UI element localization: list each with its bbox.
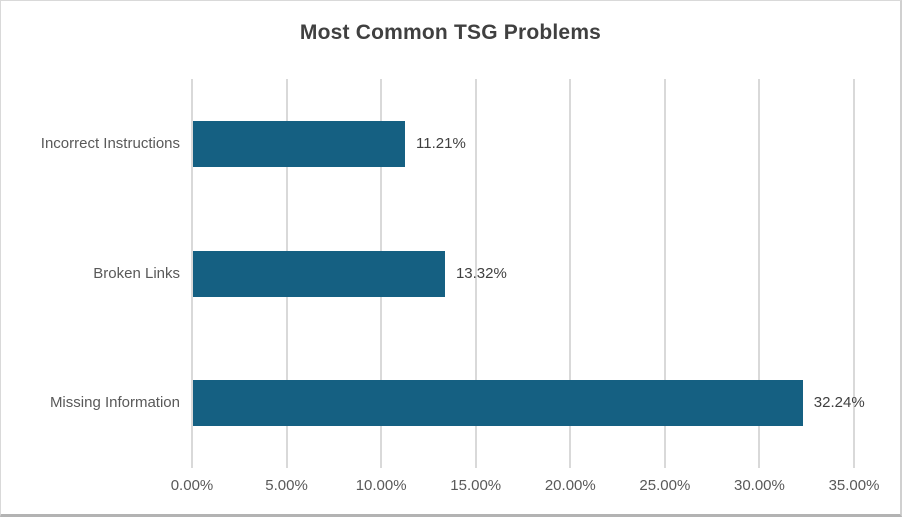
bar-broken-links <box>193 250 445 297</box>
x-axis-tick-label: 30.00% <box>733 477 785 494</box>
category-label-missing-information: Missing Information <box>49 394 180 412</box>
x-axis-tick-label: 25.00% <box>639 477 691 494</box>
x-axis-tick-label: 15.00% <box>450 477 502 494</box>
value-label-broken-links: 13.32% <box>455 264 507 282</box>
gridline <box>569 79 572 468</box>
chart-title: Most Common TSG Problems <box>299 21 602 44</box>
category-label-incorrect-instructions: Incorrect Instructions <box>40 134 180 152</box>
value-label-incorrect-instructions: 11.21% <box>416 134 466 152</box>
plot-area <box>191 79 855 468</box>
x-axis-tick-label: 35.00% <box>828 477 880 494</box>
gridline <box>663 79 666 468</box>
gridline <box>191 79 193 468</box>
gridline <box>853 79 855 468</box>
x-axis-tick-label: 20.00% <box>544 477 596 494</box>
category-label-broken-links: Broken Links <box>93 264 180 282</box>
bar-missing-information <box>193 380 803 427</box>
x-axis-tick-label: 10.00% <box>355 477 407 494</box>
x-axis-tick-label: 0.00% <box>170 477 214 494</box>
gridline <box>758 79 761 468</box>
value-label-missing-information: 32.24% <box>813 394 865 412</box>
bar-incorrect-instructions <box>193 120 406 167</box>
gridline <box>474 79 477 468</box>
x-axis-tick-label: 5.00% <box>265 477 308 494</box>
